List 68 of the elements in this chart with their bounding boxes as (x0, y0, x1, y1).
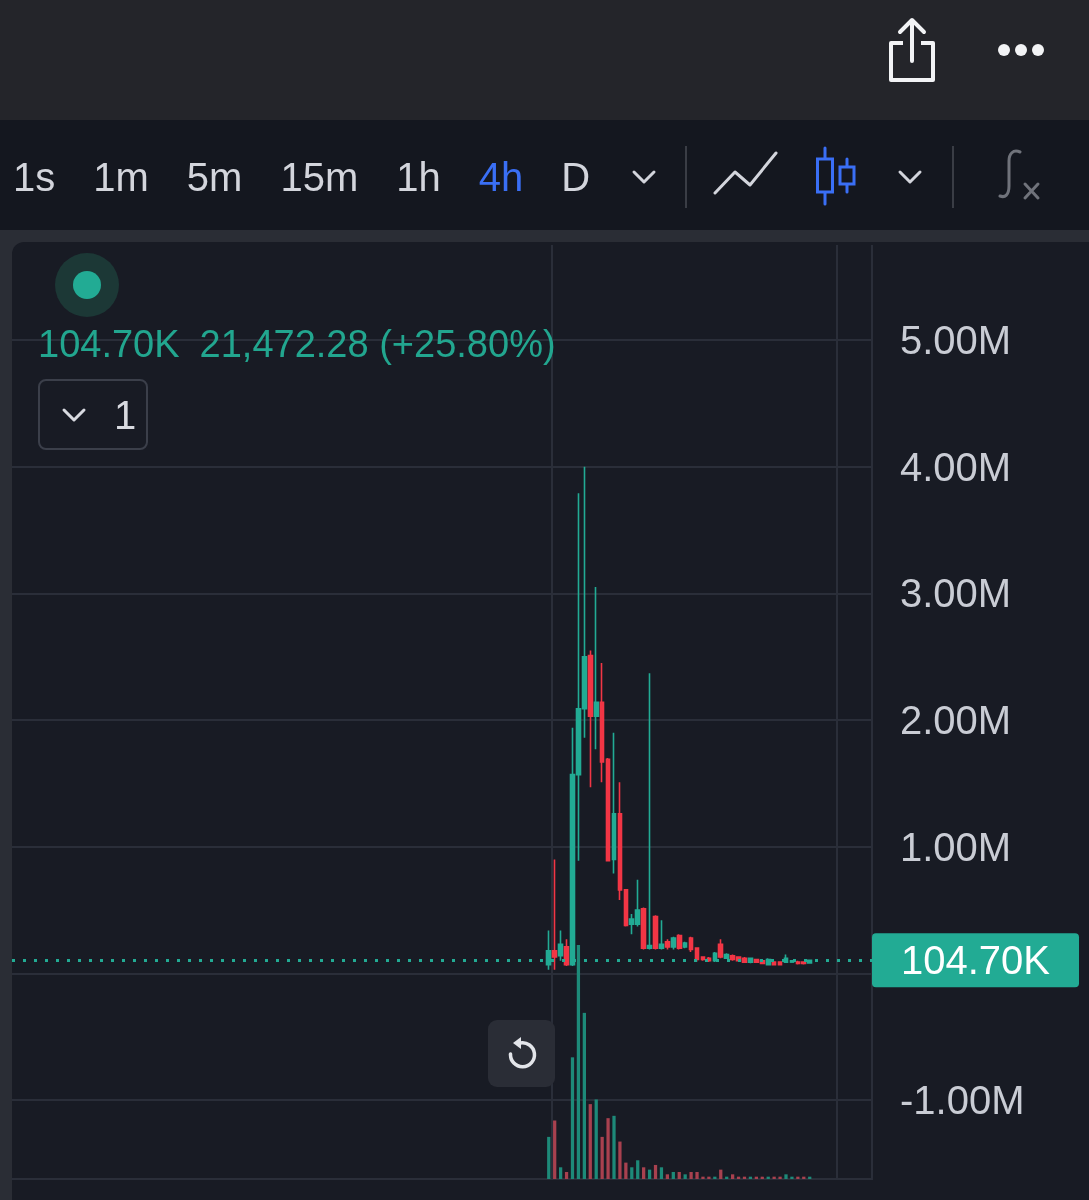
candlestick (800, 961, 807, 966)
annotation: 21,472.28 (+25.80%) (199, 322, 556, 366)
ref-line-label: 104.70K (901, 938, 1051, 983)
candlestick (682, 941, 688, 949)
candlestick (706, 956, 712, 963)
y-tick-label: 4.00M (900, 444, 1012, 489)
bar (558, 1167, 563, 1179)
bar (612, 1115, 616, 1179)
candlestick (640, 906, 647, 951)
y-tick-label: 2.00M (900, 698, 1012, 743)
bar (695, 1171, 699, 1179)
candlestick (676, 933, 683, 951)
bar (594, 1099, 598, 1179)
annotation: 1 (114, 393, 137, 437)
candlestick (587, 649, 594, 789)
bar (630, 1167, 634, 1179)
bar (576, 945, 581, 1179)
bar (778, 1176, 782, 1179)
bar (570, 1057, 575, 1179)
dropdown-field: 1 (38, 379, 148, 450)
text: 1m (93, 155, 149, 199)
candlestick (664, 938, 671, 951)
candlestick (777, 961, 783, 966)
text: 15m (280, 155, 359, 199)
candlestick (617, 781, 623, 901)
y-tick-label: 3.00M (900, 571, 1012, 616)
candlestick (670, 935, 677, 951)
bar (730, 1174, 735, 1179)
candlestick (646, 672, 653, 951)
candlestick (700, 956, 706, 962)
bar (671, 1171, 675, 1179)
annotation: 104.70K (38, 322, 180, 366)
text: 4h (478, 155, 524, 199)
candlestick (593, 586, 600, 751)
bar (784, 1174, 788, 1179)
y-tick-label: 1.00M (900, 824, 1012, 869)
bar (665, 1174, 670, 1179)
bar (689, 1171, 693, 1179)
text: 1h (396, 155, 441, 199)
bar (642, 1167, 646, 1179)
bar (653, 1164, 658, 1179)
bar (659, 1167, 664, 1179)
bar (600, 1136, 604, 1179)
bar (564, 1171, 569, 1179)
bar (624, 1162, 628, 1179)
bar (618, 1141, 622, 1179)
bar (582, 1012, 586, 1179)
candlestick (688, 935, 694, 953)
candlestick (611, 731, 617, 875)
y-tick-label: 5.00M (900, 318, 1012, 363)
candlestick (599, 662, 605, 783)
y-tick-label: -1.00M (900, 1078, 1025, 1123)
bar (553, 1120, 557, 1179)
bar (588, 1104, 592, 1179)
bar (677, 1171, 681, 1179)
text: D (561, 155, 591, 199)
bar (683, 1174, 687, 1179)
bar (701, 1176, 705, 1179)
text: 5m (186, 155, 243, 199)
candlestick (551, 858, 558, 971)
bar (707, 1176, 711, 1179)
bar (636, 1160, 640, 1179)
bar (547, 1136, 551, 1179)
bar (790, 1176, 794, 1179)
candlestick (717, 938, 724, 960)
text: 1s (13, 155, 56, 199)
bar (606, 1118, 610, 1179)
candlestick (658, 919, 665, 951)
